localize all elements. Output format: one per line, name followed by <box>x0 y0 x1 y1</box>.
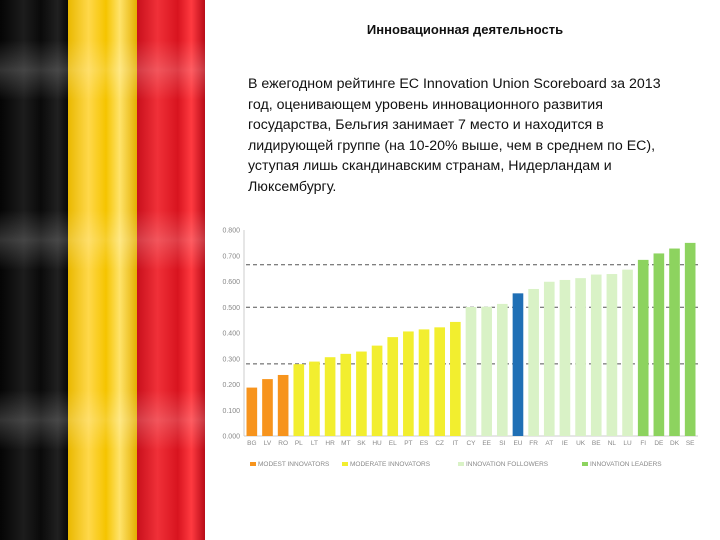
x-tick-label: EU <box>513 440 522 447</box>
x-tick-label: FI <box>640 440 646 447</box>
bar-hu <box>371 345 383 436</box>
x-tick-label: EL <box>389 440 397 447</box>
x-tick-label: UK <box>576 440 586 447</box>
flag-fold-highlight <box>0 40 205 100</box>
x-tick-label: ES <box>420 440 429 447</box>
x-tick-label: AT <box>545 440 553 447</box>
bar-de <box>653 253 665 436</box>
legend-swatch-modest <box>250 462 256 466</box>
x-tick-label: PL <box>295 440 303 447</box>
bar-lu <box>622 269 633 436</box>
belgian-flag-background <box>0 0 205 540</box>
bar-hr <box>324 357 336 436</box>
x-tick-label: DK <box>670 440 680 447</box>
flag-black-band <box>0 0 68 540</box>
legend-swatch-leaders <box>582 462 588 466</box>
flag-fold-highlight <box>0 390 205 450</box>
bar-uk <box>575 278 586 436</box>
x-tick-label: LV <box>264 440 272 447</box>
x-tick-label: IE <box>562 440 569 447</box>
y-tick-label: 0.100 <box>222 408 240 415</box>
flag-yellow-band <box>68 0 137 540</box>
y-tick-label: 0.700 <box>222 253 240 260</box>
x-tick-label: CZ <box>435 440 444 447</box>
flag-fold-highlight <box>0 210 205 270</box>
bar-at <box>543 281 555 436</box>
bar-it <box>450 321 461 436</box>
x-tick-label: HR <box>325 440 335 447</box>
bar-pt <box>403 331 414 436</box>
innovation-scoreboard-chart: 0.000 0.100 0.200 0.300 0.400 0.500 0.600 0.700… <box>222 228 698 468</box>
flag-red-band <box>137 0 205 540</box>
x-tick-label: FR <box>529 440 538 447</box>
y-tick-label: 0.000 <box>222 434 240 441</box>
legend-label-moderate: MODERATE INNOVATORS <box>350 461 431 468</box>
bar-ro <box>277 374 289 436</box>
legend-label-modest: MODEST INNOVATORS <box>258 461 330 468</box>
x-tick-label: DE <box>654 440 664 447</box>
y-tick-label: 0.500 <box>222 305 240 312</box>
bar-pl <box>293 364 305 436</box>
slide-paragraph: В ежегодном рейтинге ЕС Innovation Union… <box>248 76 661 195</box>
x-tick-label: CY <box>466 440 476 447</box>
legend-label-leaders: INNOVATION LEADERS <box>590 461 662 468</box>
bar-sk <box>356 351 367 436</box>
y-tick-label: 0.600 <box>222 279 240 286</box>
bar-mt <box>340 353 352 436</box>
x-tick-label: SK <box>357 440 366 447</box>
bar-lt <box>309 361 320 436</box>
x-tick-label: SI <box>499 440 505 447</box>
bar-si <box>496 303 508 436</box>
y-tick-label: 0.800 <box>222 228 240 235</box>
slide-title: Инновационная деятельность <box>366 22 564 37</box>
bar-fr <box>528 288 539 436</box>
bar-ee <box>481 306 492 436</box>
x-tick-label: IT <box>452 440 458 447</box>
x-tick-label: EE <box>482 440 491 447</box>
bar-be <box>590 274 602 436</box>
legend-label-followers: INNOVATION FOLLOWERS <box>466 461 549 468</box>
y-tick-label: 0.200 <box>222 382 240 389</box>
x-tick-label: BE <box>592 440 601 447</box>
bar-fi <box>637 259 649 436</box>
bar-bg <box>246 387 258 436</box>
x-tick-label: LU <box>623 440 632 447</box>
x-tick-label: HU <box>372 440 382 447</box>
bar-cy <box>465 306 477 436</box>
x-tick-label: SE <box>686 440 695 447</box>
y-tick-label: 0.300 <box>222 356 240 363</box>
legend-swatch-followers <box>458 462 464 466</box>
bar-es <box>418 329 430 436</box>
x-tick-label: NL <box>608 440 617 447</box>
legend-swatch-moderate <box>342 462 348 466</box>
bar-el <box>387 337 399 436</box>
x-tick-label: LT <box>311 440 318 447</box>
x-tick-label: MT <box>341 440 350 447</box>
bar-lv <box>262 379 273 436</box>
x-tick-label: BG <box>247 440 256 447</box>
x-tick-label: RO <box>278 440 288 447</box>
y-tick-label: 0.400 <box>222 331 240 338</box>
x-tick-label: PT <box>404 440 412 447</box>
bar-ie <box>559 279 571 436</box>
bar-cz <box>434 327 446 436</box>
bar-eu <box>512 293 524 436</box>
bar-dk <box>669 248 680 436</box>
bar-nl <box>606 274 618 436</box>
bar-se <box>684 242 696 436</box>
